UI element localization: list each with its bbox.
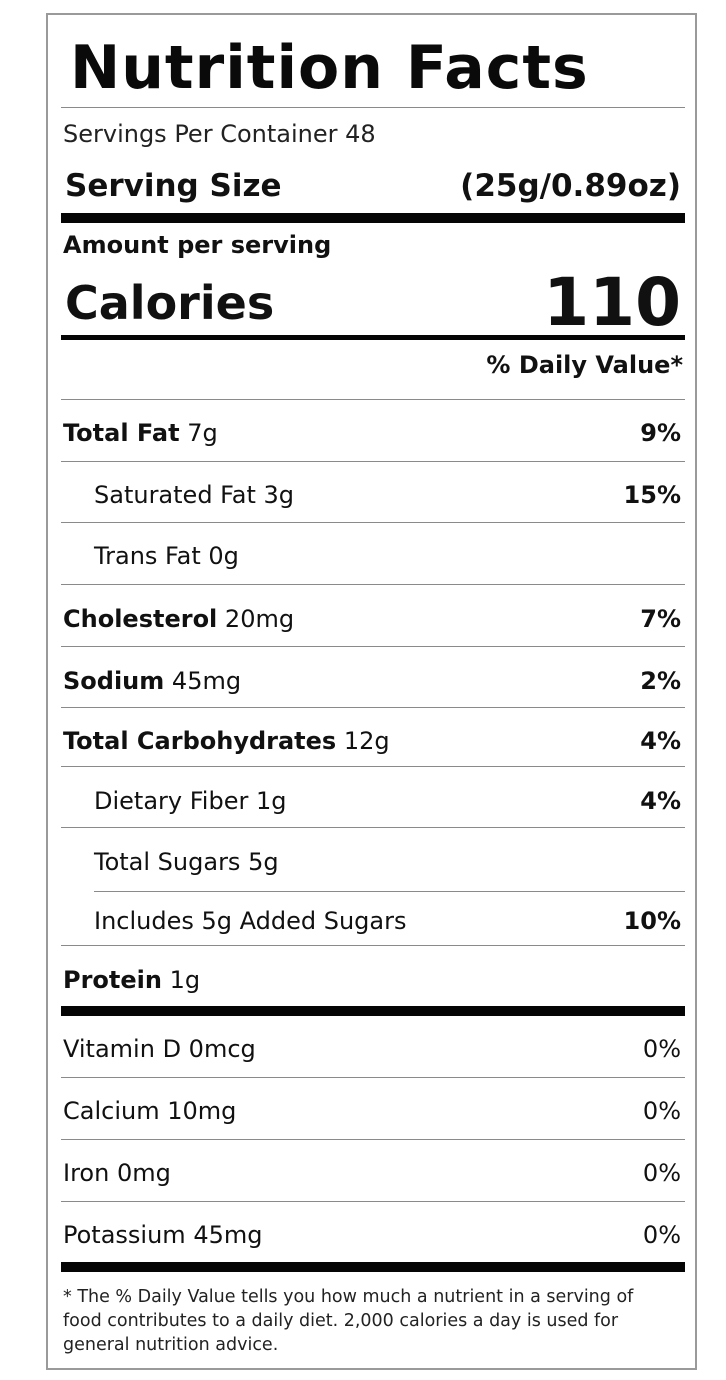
- nutrient-dv: 4%: [640, 727, 681, 755]
- nutrient-row: Sodium 45mg: [63, 666, 241, 696]
- divider: [61, 107, 685, 108]
- divider: [61, 707, 685, 708]
- nutrient-name: Cholesterol: [63, 605, 218, 633]
- vitamin-row: Calcium 10mg: [63, 1096, 236, 1126]
- vitamin-dv: 0%: [642, 1035, 681, 1063]
- calories-label: Calories: [65, 276, 275, 330]
- nutrient-dv: 10%: [623, 907, 681, 935]
- divider-medium: [61, 335, 685, 340]
- divider: [61, 1201, 685, 1202]
- nutrient-dv: 9%: [640, 419, 681, 447]
- nutrient-name: Includes 5g Added Sugars: [94, 907, 407, 935]
- vitamin-name: Iron 0mg: [63, 1159, 171, 1187]
- divider: [61, 646, 685, 647]
- nutrient-name: Total Fat: [63, 419, 180, 447]
- divider-thick: [61, 1262, 685, 1272]
- nutrient-amount: 12g: [343, 727, 390, 755]
- divider: [61, 461, 685, 462]
- divider-thick: [61, 1006, 685, 1016]
- divider: [61, 766, 685, 767]
- nutrient-row: Total Fat 7g: [63, 418, 218, 448]
- amount-per-serving: Amount per serving: [63, 231, 332, 259]
- nutrient-amount: 1g: [169, 966, 201, 994]
- nutrient-name: Trans Fat 0g: [94, 542, 239, 570]
- nutrient-dv: 15%: [623, 481, 681, 509]
- nutrient-row: Cholesterol 20mg: [63, 604, 294, 634]
- nutrient-row: Dietary Fiber 1g: [94, 786, 286, 816]
- vitamin-dv: 0%: [642, 1159, 681, 1187]
- vitamin-dv: 0%: [642, 1097, 681, 1125]
- nutrient-name: Sodium: [63, 667, 165, 695]
- vitamin-name: Potassium 45mg: [63, 1221, 263, 1249]
- vitamin-dv: 0%: [642, 1221, 681, 1249]
- divider: [61, 1077, 685, 1078]
- nutrient-row: Protein 1g: [63, 965, 200, 995]
- divider: [61, 827, 685, 828]
- daily-value-footnote: * The % Daily Value tells you how much a…: [63, 1287, 634, 1355]
- divider-thick: [61, 213, 685, 223]
- nutrient-dv: 2%: [640, 667, 681, 695]
- servings-per-container: Servings Per Container 48: [63, 120, 376, 148]
- nutrient-name: Total Carbohydrates: [63, 727, 337, 755]
- nutrient-name: Dietary Fiber 1g: [94, 787, 287, 815]
- serving-size-value: (25g/0.89oz): [460, 168, 681, 204]
- divider: [61, 399, 685, 400]
- divider: [61, 1139, 685, 1140]
- nutrient-row: Includes 5g Added Sugars: [94, 906, 406, 936]
- nutrient-name: Protein: [63, 966, 162, 994]
- nutrient-dv: 7%: [640, 605, 681, 633]
- vitamin-row: Vitamin D 0mcg: [63, 1034, 256, 1064]
- nutrient-row: Trans Fat 0g: [94, 541, 239, 571]
- nutrient-amount: 20mg: [224, 605, 295, 633]
- nutrient-amount: 45mg: [171, 667, 242, 695]
- nutrient-name: Saturated Fat 3g: [94, 481, 295, 509]
- divider: [61, 945, 685, 946]
- calories-value: 110: [543, 264, 681, 341]
- divider: [61, 584, 685, 585]
- divider: [61, 522, 685, 523]
- nutrient-name: Total Sugars 5g: [94, 848, 279, 876]
- daily-value-header: % Daily Value*: [486, 351, 683, 379]
- nutrient-row: Total Carbohydrates 12g: [63, 726, 390, 756]
- vitamin-row: Potassium 45mg: [63, 1220, 262, 1250]
- label-title: Nutrition Facts: [70, 33, 589, 103]
- nutrient-dv: 4%: [640, 787, 681, 815]
- serving-size-label: Serving Size: [65, 168, 282, 204]
- nutrient-amount: 7g: [187, 419, 218, 447]
- divider: [94, 891, 685, 892]
- nutrition-facts-label: Nutrition Facts Servings Per Container 4…: [46, 13, 697, 1370]
- nutrient-row: Total Sugars 5g: [94, 847, 279, 877]
- vitamin-row: Iron 0mg: [63, 1158, 171, 1188]
- nutrient-row: Saturated Fat 3g: [94, 480, 294, 510]
- vitamin-name: Vitamin D 0mcg: [63, 1035, 256, 1063]
- vitamin-name: Calcium 10mg: [63, 1097, 237, 1125]
